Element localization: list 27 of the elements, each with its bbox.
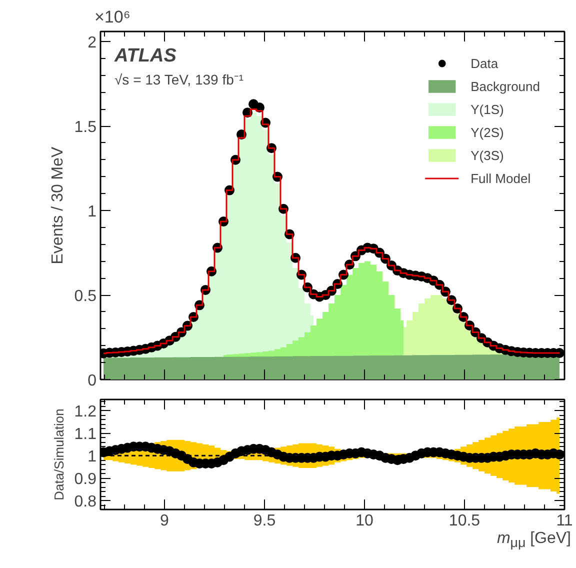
x-axis-title: m$_{μμ}$ [GeV]: [496, 530, 571, 552]
legend-label: Data: [470, 56, 498, 70]
y-tick-label: 1.2: [74, 404, 97, 421]
y-tick-label: 0: [88, 372, 97, 390]
legend-label: Background: [470, 78, 540, 94]
y-axis-title: Data/Simulation: [51, 408, 66, 500]
legend-label: Υ(1S): [470, 102, 504, 116]
y-tick-label: 1.1: [74, 426, 97, 444]
y-tick-label: 0.5: [74, 288, 97, 306]
x-tick-label: 9: [160, 512, 170, 530]
y-tick-label: 1.5: [74, 119, 97, 136]
y-tick-label: 1: [88, 448, 97, 466]
x-tick-label: 10: [356, 512, 374, 530]
y-tick-label: 2: [88, 34, 97, 52]
legend-label: Full Model: [470, 170, 531, 186]
legend-label: Υ(2S): [470, 124, 504, 140]
text: ×10⁶: [94, 8, 130, 26]
annotation: ATLAS: [114, 46, 177, 66]
y-tick-label: 1: [88, 204, 97, 221]
y-tick-label: 0.8: [74, 494, 97, 511]
x-tick-label: 9.5: [253, 512, 276, 530]
y-axis-title: Events / 30 MeV: [49, 146, 66, 264]
annotation: √s = 13 TeV, 139 fb⁻¹: [114, 72, 244, 88]
x-tick-label: 11: [556, 512, 573, 530]
x-tick-label: 10.5: [448, 512, 480, 530]
y-tick-label: 0.9: [74, 471, 97, 488]
legend-label: Υ(3S): [470, 148, 504, 162]
